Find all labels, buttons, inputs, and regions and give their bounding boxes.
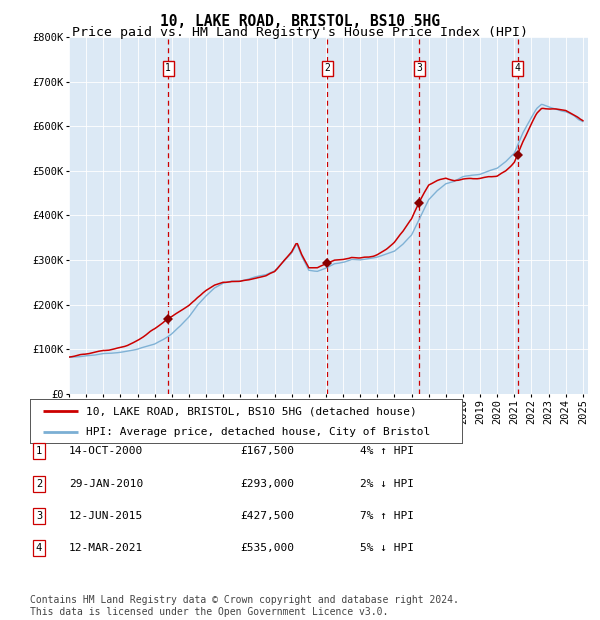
Text: £167,500: £167,500 [240, 446, 294, 456]
Text: 10, LAKE ROAD, BRISTOL, BS10 5HG (detached house): 10, LAKE ROAD, BRISTOL, BS10 5HG (detach… [86, 406, 417, 416]
Text: Contains HM Land Registry data © Crown copyright and database right 2024.
This d: Contains HM Land Registry data © Crown c… [30, 595, 459, 617]
Text: 1: 1 [165, 63, 171, 73]
Text: 1: 1 [36, 446, 42, 456]
Text: 14-OCT-2000: 14-OCT-2000 [69, 446, 143, 456]
Text: £293,000: £293,000 [240, 479, 294, 489]
Text: Price paid vs. HM Land Registry's House Price Index (HPI): Price paid vs. HM Land Registry's House … [72, 26, 528, 39]
Text: 5% ↓ HPI: 5% ↓ HPI [360, 543, 414, 553]
Text: £535,000: £535,000 [240, 543, 294, 553]
Text: 2: 2 [325, 63, 330, 73]
Text: 4% ↑ HPI: 4% ↑ HPI [360, 446, 414, 456]
Text: 12-JUN-2015: 12-JUN-2015 [69, 511, 143, 521]
Text: 4: 4 [36, 543, 42, 553]
Text: HPI: Average price, detached house, City of Bristol: HPI: Average price, detached house, City… [86, 427, 430, 437]
Text: 10, LAKE ROAD, BRISTOL, BS10 5HG: 10, LAKE ROAD, BRISTOL, BS10 5HG [160, 14, 440, 29]
Text: 3: 3 [36, 511, 42, 521]
Text: 29-JAN-2010: 29-JAN-2010 [69, 479, 143, 489]
Text: 12-MAR-2021: 12-MAR-2021 [69, 543, 143, 553]
Text: £427,500: £427,500 [240, 511, 294, 521]
Text: 2: 2 [36, 479, 42, 489]
Text: 4: 4 [515, 63, 521, 73]
Text: 7% ↑ HPI: 7% ↑ HPI [360, 511, 414, 521]
Text: 3: 3 [416, 63, 422, 73]
Text: 2% ↓ HPI: 2% ↓ HPI [360, 479, 414, 489]
